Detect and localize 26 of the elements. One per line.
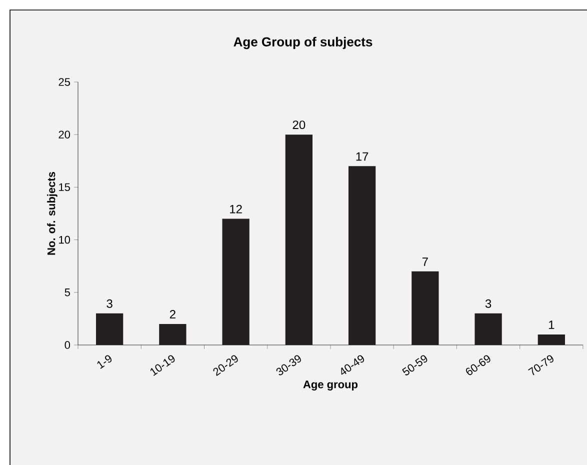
- bar: [159, 324, 186, 345]
- y-tick-label: 5: [64, 288, 70, 296]
- data-label: 12: [230, 204, 242, 214]
- y-tick-label: 0: [64, 341, 70, 349]
- data-label: 3: [485, 299, 492, 308]
- y-axis-title: No. of. subjects: [47, 172, 58, 255]
- data-label: 7: [422, 258, 428, 266]
- y-tick-label: 15: [59, 183, 70, 192]
- bar: [474, 313, 502, 345]
- data-label: 17: [356, 152, 368, 161]
- data-label: 1: [549, 320, 554, 329]
- y-tick-label: 25: [58, 78, 70, 86]
- bar: [285, 134, 313, 345]
- bar: [412, 271, 439, 345]
- data-label: 3: [106, 299, 112, 308]
- y-tick-label: 10: [59, 236, 70, 244]
- data-label: 20: [292, 120, 306, 130]
- y-tick-label: 20: [58, 130, 70, 138]
- bar: [222, 218, 250, 345]
- bar: [96, 313, 124, 345]
- x-axis-title: Age group: [303, 380, 358, 390]
- bar: [538, 334, 565, 345]
- x-tick-label: 1-9: [97, 355, 112, 369]
- chart-title: Age Group of subjects: [234, 36, 372, 50]
- bar: [348, 166, 376, 345]
- data-label: 2: [170, 310, 176, 318]
